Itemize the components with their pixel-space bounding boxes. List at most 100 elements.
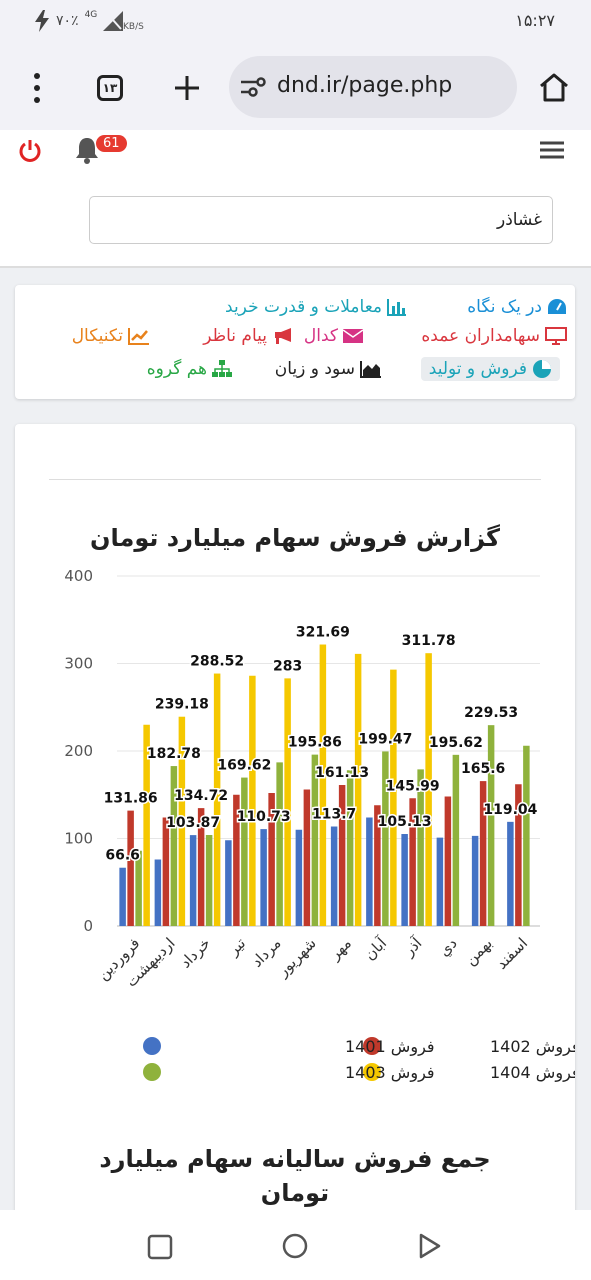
bar-chart-icon xyxy=(387,299,406,316)
status-indicators: ۷۰٪ 4G xyxy=(34,10,124,32)
bar xyxy=(319,644,327,926)
x-tick-label: مهر xyxy=(325,934,355,964)
legend-label: فروش 1404 xyxy=(490,1063,575,1083)
nav-label: فروش و تولید xyxy=(428,359,527,379)
url-text[interactable]: dnd.ir/page.php xyxy=(277,73,453,98)
recent-apps-icon[interactable] xyxy=(147,1234,173,1260)
nav-major-shareholders[interactable]: سهامداران عمده xyxy=(421,326,567,346)
x-tick-label: اسفند xyxy=(493,934,532,973)
y-tick-label: 0 xyxy=(83,917,93,935)
annual-sales-chart-title: جمع فروش سالیانه سهام میلیارد تومان xyxy=(99,1145,491,1207)
bar xyxy=(444,796,452,926)
bar xyxy=(276,762,283,926)
data-label: 66.6 xyxy=(105,848,140,864)
bar xyxy=(303,789,311,926)
bar xyxy=(241,777,248,926)
data-label: 229.53 xyxy=(464,705,518,721)
x-tick-label: بهمن xyxy=(461,934,496,969)
monitor-icon xyxy=(545,327,567,345)
nav-peer-group[interactable]: هم گروه xyxy=(147,359,232,379)
bar xyxy=(154,859,162,926)
home-nav-icon[interactable] xyxy=(282,1233,308,1259)
bar xyxy=(425,653,432,926)
nav-label: پیام ناظر xyxy=(203,326,267,346)
bar xyxy=(162,817,170,926)
bar xyxy=(189,835,197,926)
bar xyxy=(390,669,397,926)
bar xyxy=(119,867,126,926)
bar xyxy=(471,835,479,926)
bar xyxy=(213,673,221,926)
x-tick-label: دي xyxy=(435,934,461,960)
bar xyxy=(178,716,186,926)
nav-overview[interactable]: در یک نگاه xyxy=(467,297,567,317)
bar xyxy=(374,805,381,926)
bar xyxy=(205,835,213,926)
data-label: 195.62 xyxy=(429,735,483,751)
data-label: 239.18 xyxy=(155,697,209,713)
legend-label: فروش 1402 xyxy=(490,1037,575,1057)
bar xyxy=(295,829,303,926)
divider xyxy=(49,479,541,480)
bar xyxy=(127,810,134,926)
address-bar[interactable]: dnd.ir/page.php xyxy=(229,56,517,118)
data-label: 288.52 xyxy=(190,654,244,670)
hamburger-menu-icon[interactable] xyxy=(540,140,564,160)
back-icon[interactable] xyxy=(417,1233,443,1259)
nav-sales-production[interactable]: فروش و تولید xyxy=(420,357,560,381)
bar xyxy=(507,821,514,926)
data-label: 311.78 xyxy=(402,633,456,649)
nav-profit-loss[interactable]: سود و زیان xyxy=(275,359,382,379)
data-label: 165.6 xyxy=(461,761,505,777)
data-label: 195.86 xyxy=(288,735,342,751)
data-label: 199.47 xyxy=(358,731,412,747)
bell-icon[interactable] xyxy=(74,136,100,164)
bar xyxy=(452,754,460,926)
bar xyxy=(487,725,495,926)
x-tick-label: خرداد xyxy=(176,934,214,972)
new-tab-icon[interactable] xyxy=(173,74,201,102)
x-tick-label: آبان xyxy=(361,934,391,964)
nav-label: سهامداران عمده xyxy=(421,326,540,346)
bar xyxy=(143,724,150,926)
data-label: 119.04 xyxy=(483,802,537,818)
bar xyxy=(515,784,522,926)
y-tick-label: 200 xyxy=(64,742,93,760)
data-label: 131.86 xyxy=(104,791,158,807)
symbol-search-field[interactable] xyxy=(89,196,553,244)
nav-label: در یک نگاه xyxy=(467,297,542,317)
home-icon[interactable] xyxy=(538,72,570,102)
data-label: 283 xyxy=(273,658,302,674)
data-label: 145.99 xyxy=(386,778,440,794)
clock: ۱۵:۲۷ xyxy=(515,11,555,30)
bar xyxy=(479,781,487,926)
site-settings-icon[interactable] xyxy=(239,76,267,98)
symbol-search-input[interactable] xyxy=(90,197,552,243)
data-label: 110.73 xyxy=(237,809,291,825)
nav-technical[interactable]: تکنیکال xyxy=(72,326,150,346)
bar xyxy=(330,826,338,926)
bar xyxy=(233,794,240,926)
nav-supervisor-message[interactable]: پیام ناظر xyxy=(203,326,292,346)
power-icon[interactable] xyxy=(17,138,43,164)
legend-marker xyxy=(143,1063,161,1081)
bar xyxy=(249,675,256,926)
bar xyxy=(366,817,373,926)
more-menu-icon[interactable] xyxy=(30,72,44,104)
y-tick-label: 300 xyxy=(64,655,93,673)
notification-badge: 61 xyxy=(96,135,127,152)
page-content: 61 در یک نگاه معاملات و قدرت خرید سهامدا… xyxy=(0,130,591,1210)
data-label: 113.7 xyxy=(312,807,356,823)
speed-unit: KB/S xyxy=(123,22,144,32)
legend-label: فروش 1401 xyxy=(345,1037,435,1057)
bar xyxy=(382,751,389,926)
nav-label: هم گروه xyxy=(146,359,207,379)
nav-codal[interactable]: کدال xyxy=(304,326,363,346)
pie-chart-icon xyxy=(533,360,551,378)
data-label: 134.72 xyxy=(174,788,228,804)
nav-trades[interactable]: معاملات و قدرت خرید xyxy=(225,297,407,317)
x-tick-label: آذر xyxy=(399,934,426,961)
tab-switcher-button[interactable]: ۱۳ xyxy=(97,75,123,101)
bar xyxy=(135,850,142,926)
line-chart-icon xyxy=(128,328,149,345)
